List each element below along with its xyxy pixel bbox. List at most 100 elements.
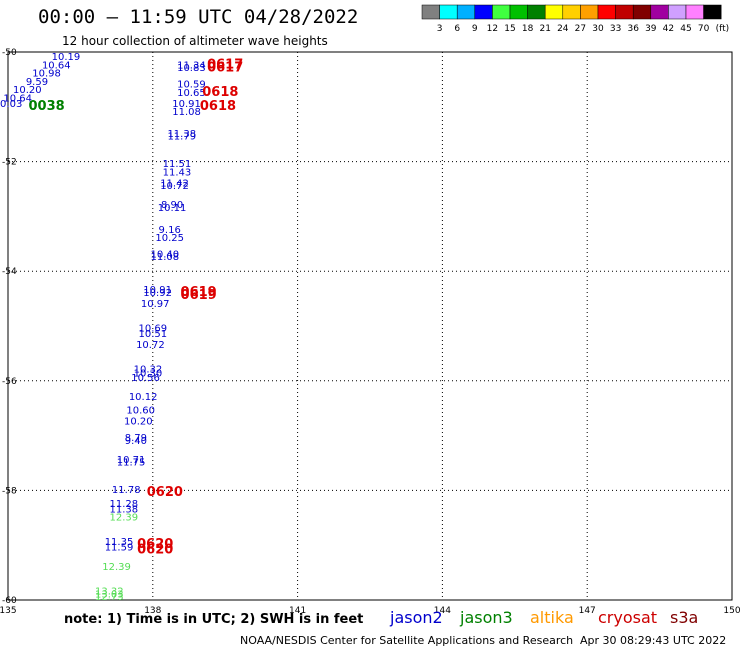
wave-height-label: 11.79 [167,132,196,143]
legend-entry-jason2: jason2 [390,608,443,627]
wave-height-label: 9.16 [159,225,181,236]
wave-height-label: 11.59 [105,543,134,554]
pass-time-label: 0618 [200,99,236,114]
wave-height-label: 10.19 [52,52,81,63]
pass-time-label: 0620 [137,543,173,558]
color-scale-label: 30 [592,24,604,34]
legend-entry-altika: altika [530,608,574,627]
color-swatch [703,4,722,20]
legend-entry-jason3: jason3 [460,608,513,627]
color-scale-label: 33 [610,24,621,34]
wave-height-label: 11.42 [160,178,189,189]
wave-height-label: 10.03 [0,99,22,110]
color-scale-label: 18 [522,24,534,34]
wave-height-label: 10.98 [32,69,61,80]
color-scale-label: 42 [663,24,674,34]
wave-height-label: 11.38 [167,129,196,140]
wave-height-label: 10.83 [177,63,206,74]
wave-height-label: 10.92 [143,288,172,299]
wave-height-map: 135 138 141 144 147 150 -50 -52 -54 -56 -58 -60 10.1… [0,48,740,615]
color-scale-label: 3 [437,24,443,34]
map-subtitle: 12 hour collection of altimeter wave hei… [62,34,328,48]
wave-height-label: 11.08 [151,252,180,263]
units-note: note: 1) Time is in UTC; 2) SWH is in fe… [64,612,364,627]
color-scale-label: 36 [627,24,639,34]
wave-height-label: 10.64 [42,60,71,71]
latitude-tick-label: -60 [2,596,17,606]
wave-height-label: 11.38 [110,504,139,515]
wave-height-label: 10.30 [134,368,163,379]
wave-height-label: 12.39 [110,513,139,524]
wave-height-label: 10.72 [136,340,165,351]
wave-height-label: 11.34 [177,60,206,71]
color-scale-label: 9 [472,24,478,34]
color-scale-label: 39 [645,24,657,34]
wave-height-label: 8.79 [125,433,147,444]
legend-entry-cryosat: cryosat [598,608,658,627]
map-frame [7,51,733,601]
credit-text: NOAA/NESDIS Center for Satellite Applica… [240,634,574,647]
wave-height-label: 10.64 [3,93,32,104]
wave-height-label: 10.32 [134,365,163,376]
wave-height-label: 11.28 [110,499,139,510]
longitude-tick-label: 135 [0,606,17,615]
wave-height-label: 10.56 [131,373,160,384]
longitude-tick-label: 141 [289,606,306,615]
wave-height-label: 11.75 [117,458,146,469]
color-scale-unit: (ft) [716,24,730,34]
wave-height-label: 10.59 [177,80,206,91]
color-scale-bar: 3 6 9 12 15 18 21 24 27 30 33 36 39 42 45 70 (ft) [421,4,730,34]
longitude-tick-label: 138 [144,606,161,615]
wave-height-label: 11.51 [163,159,192,170]
wave-height-label: 8.90 [161,200,183,211]
pass-time-label: 0619 [181,285,217,300]
wave-height-label: 10.11 [158,203,187,214]
color-scale-label: 6 [454,24,460,34]
timestamp-text: Apr 30 08:29:43 UTC 2022 [580,634,727,647]
longitude-tick-label: 150 [723,606,740,615]
latitude-tick-label: -56 [2,377,17,387]
wave-height-label: 10.97 [141,299,170,310]
color-scale-label: 70 [698,24,710,34]
wave-height-label: 12.73 [95,592,124,603]
color-scale-label: 27 [575,24,586,34]
wave-height-label: 10.20 [13,85,42,96]
latitude-tick-label: -54 [2,267,17,277]
pass-time-label: 0618 [202,85,238,100]
pass-time-label: 0620 [147,485,183,500]
wave-height-label: 10.91 [172,99,201,110]
wave-height-label: 10.69 [138,323,167,334]
pass-time-label: 0617 [207,58,243,73]
wave-height-label: 10.72 [160,181,189,192]
longitude-tick-label: 144 [434,606,451,615]
pass-time-label: 0620 [137,537,173,552]
wave-height-label: 10.25 [155,233,184,244]
pass-time-label: 0619 [181,288,217,303]
wave-height-label: 11.08 [172,107,201,118]
wave-height-label: 9.59 [26,77,48,88]
wave-height-label: 11.78 [112,485,141,496]
wave-height-label: 10.91 [143,285,172,296]
wave-height-label: 10.12 [129,392,158,403]
wave-height-label: 10.65 [177,88,206,99]
wave-height-label: 13.32 [95,587,124,598]
wave-height-label: 9.40 [125,436,147,447]
color-scale-label: 21 [539,24,550,34]
wave-height-label: 10.71 [117,455,146,466]
wave-height-label: 10.60 [126,406,155,417]
map-title: 00:00 – 11:59 UTC 04/28/2022 [38,6,359,28]
pass-time-label: 0617 [207,60,243,75]
color-scale-label: 24 [557,24,569,34]
longitude-tick-label: 147 [579,606,596,615]
wave-height-label: 11.35 [105,537,134,548]
latitude-tick-label: -52 [2,158,17,168]
legend-entry-s3a: s3a [670,608,699,627]
color-scale-label: 12 [487,24,498,34]
wave-height-label: 12.39 [102,562,131,573]
pass-time-label: 0038 [29,99,65,114]
latitude-tick-label: -50 [2,48,17,58]
wave-height-label: 11.43 [163,167,192,178]
color-scale-label: 15 [504,24,515,34]
wave-height-label: 13.03 [95,589,124,600]
wave-height-label: 10.20 [124,417,153,428]
